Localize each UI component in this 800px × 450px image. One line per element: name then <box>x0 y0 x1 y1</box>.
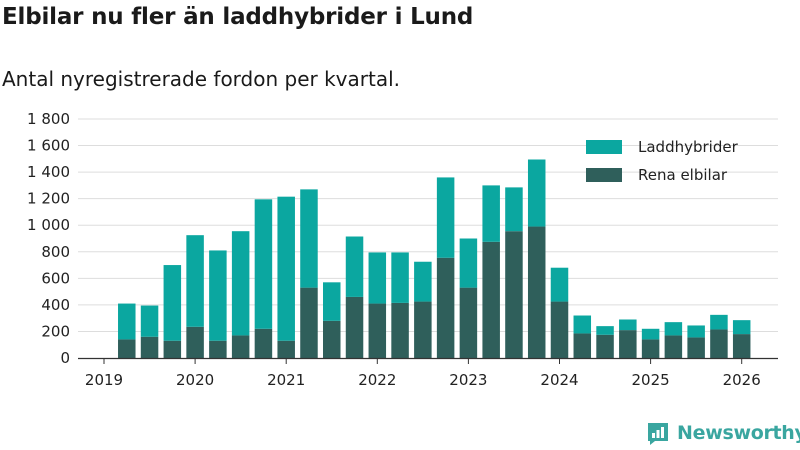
legend-laddhybrider-swatch <box>586 140 622 154</box>
bar-rena-elbilar <box>687 337 705 358</box>
y-tick-label: 1 200 <box>27 190 70 208</box>
y-tick-label: 0 <box>60 349 70 367</box>
newsworthy-logo-icon <box>648 423 668 445</box>
bar-laddhybrider <box>209 250 227 341</box>
bar-laddhybrider <box>118 303 136 340</box>
bar-rena-elbilar <box>254 328 273 358</box>
bar-rena-elbilar <box>118 339 136 358</box>
bar-rena-elbilar <box>596 334 614 358</box>
brand-logo: Newsworthy <box>645 420 800 446</box>
bar-laddhybrider <box>573 315 592 334</box>
x-tick-label: 2026 <box>723 371 761 389</box>
chart-title: Elbilar nu fler än laddhybrider i Lund <box>2 4 474 30</box>
bar-laddhybrider <box>277 196 295 341</box>
y-tick-label: 1 800 <box>27 110 70 128</box>
y-tick-label: 1 000 <box>27 216 70 234</box>
bar-rena-elbilar <box>300 287 318 358</box>
bar-rena-elbilar <box>368 303 387 358</box>
x-tick-label: 2024 <box>540 371 578 389</box>
bar-rena-elbilar <box>231 335 250 358</box>
bar-rena-elbilar <box>459 287 478 358</box>
legend-laddhybrider-label: Laddhybrider <box>638 138 739 156</box>
bar-laddhybrider <box>231 231 250 336</box>
y-tick-label: 1 400 <box>27 163 70 181</box>
bar-rena-elbilar <box>505 231 523 358</box>
bar-rena-elbilar <box>436 257 455 358</box>
bar-laddhybrider <box>732 320 751 335</box>
bar-rena-elbilar <box>391 302 409 358</box>
stacked-bar-chart: 0 200 400 600 800 1 000 1 200 1 400 1 600 1 800 20… <box>27 110 778 389</box>
bar-laddhybrider <box>436 177 455 258</box>
bar-laddhybrider <box>323 282 341 321</box>
y-tick-label: 800 <box>41 243 70 261</box>
x-tick-label: 2021 <box>267 371 305 389</box>
bar-rena-elbilar <box>277 340 295 358</box>
bar-laddhybrider <box>140 305 159 337</box>
y-tick-label: 600 <box>41 269 70 287</box>
bar-laddhybrider <box>710 314 728 330</box>
bar-laddhybrider <box>505 187 523 232</box>
bar-laddhybrider <box>391 252 409 303</box>
bar-laddhybrider <box>459 238 478 288</box>
bar-rena-elbilar <box>323 320 341 358</box>
bar-rena-elbilar <box>550 301 569 358</box>
bar-laddhybrider <box>619 319 637 331</box>
bar-laddhybrider <box>596 326 614 335</box>
bar-laddhybrider <box>345 236 364 297</box>
bar-rena-elbilar <box>482 241 500 358</box>
bar-laddhybrider <box>550 267 569 302</box>
chart-subtitle: Antal nyregistrerade fordon per kvartal. <box>2 67 401 91</box>
bar-rena-elbilar <box>345 296 364 358</box>
bar-laddhybrider <box>254 199 273 329</box>
y-tick-label: 1 600 <box>27 137 70 155</box>
x-tick-label: 2023 <box>449 371 487 389</box>
bar-laddhybrider <box>641 328 660 340</box>
bar-rena-elbilar <box>186 326 204 358</box>
bar-rena-elbilar <box>732 334 751 358</box>
legend-rena-elbilar-label: Rena elbilar <box>638 166 728 184</box>
x-tick-label: 2022 <box>358 371 396 389</box>
bar-rena-elbilar <box>140 336 159 358</box>
x-tick-label: 2019 <box>85 371 123 389</box>
bar-rena-elbilar <box>573 333 592 358</box>
legend-rena-elbilar-swatch <box>586 168 622 182</box>
y-tick-label: 200 <box>41 322 70 340</box>
x-tick-label: 2020 <box>176 371 214 389</box>
bar-laddhybrider <box>527 159 546 227</box>
bar-laddhybrider <box>687 325 705 338</box>
bar-rena-elbilar <box>710 329 728 358</box>
bar-rena-elbilar <box>163 340 182 358</box>
bar-laddhybrider <box>300 189 318 288</box>
brand-name: Newsworthy <box>677 422 800 444</box>
bar-laddhybrider <box>482 185 500 242</box>
bar-laddhybrider <box>368 252 387 304</box>
bar-rena-elbilar <box>619 330 637 358</box>
bar-laddhybrider <box>664 322 683 336</box>
bar-rena-elbilar <box>664 335 683 358</box>
x-tick-label: 2025 <box>632 371 670 389</box>
y-tick-label: 400 <box>41 296 70 314</box>
bar-rena-elbilar <box>209 340 227 358</box>
bar-laddhybrider <box>163 265 182 341</box>
bar-laddhybrider <box>414 261 432 302</box>
bar-rena-elbilar <box>414 301 432 358</box>
bar-rena-elbilar <box>527 226 546 358</box>
bar-laddhybrider <box>186 235 204 327</box>
bar-rena-elbilar <box>641 339 660 358</box>
